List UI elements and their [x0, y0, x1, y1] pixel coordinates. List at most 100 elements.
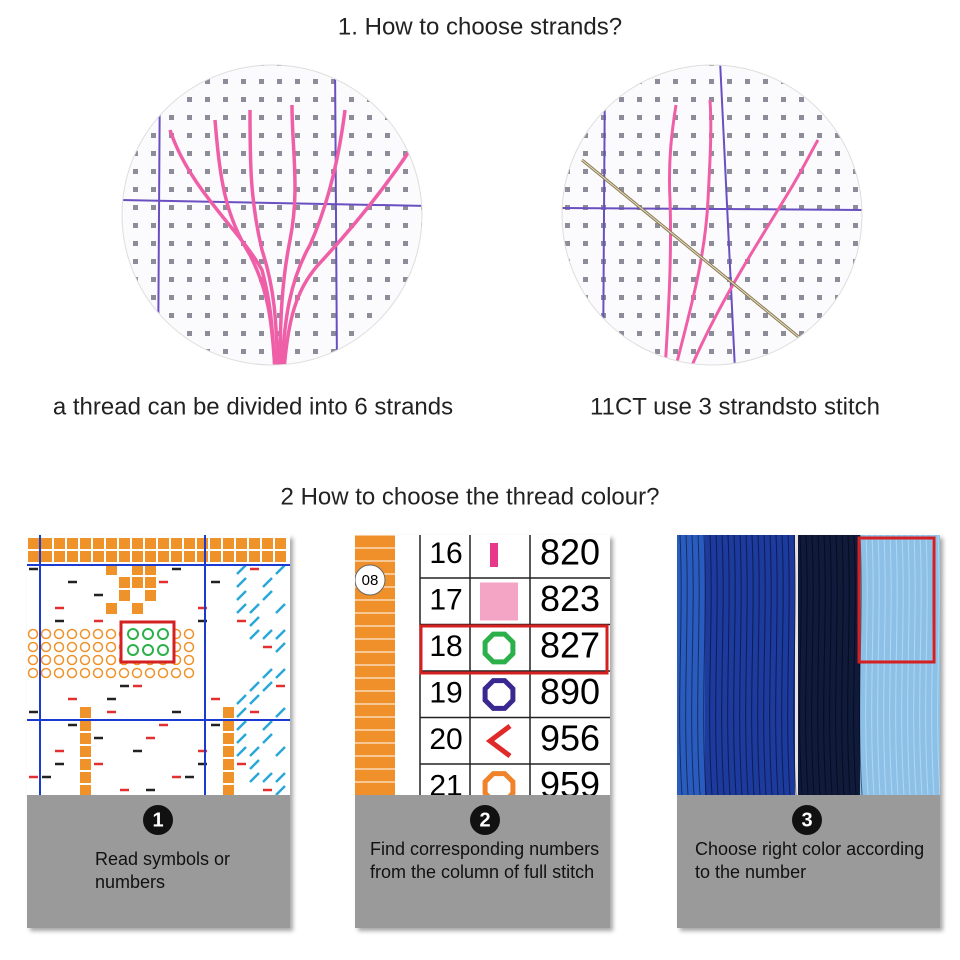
- step-badge: [470, 805, 500, 835]
- fiber: [763, 535, 767, 795]
- symbol: [480, 582, 518, 621]
- fabric-outline: [561, 64, 863, 366]
- step-badge: [143, 805, 173, 835]
- highlight: [419, 624, 609, 675]
- fiber: [829, 535, 833, 795]
- cell: [79, 641, 91, 653]
- symbol: [127, 628, 139, 640]
- step-text: Read symbols or numbers: [95, 849, 231, 892]
- cell: [119, 577, 130, 588]
- step-badge: [792, 805, 822, 835]
- symbol: [127, 644, 139, 656]
- step-text: Choose right color according to the numb…: [695, 839, 925, 882]
- cell: [40, 654, 52, 666]
- cell: [53, 641, 65, 653]
- cell: [183, 654, 195, 666]
- fabric-right: [562, 65, 862, 365]
- cell: [79, 628, 91, 640]
- cell: [144, 667, 156, 679]
- cell: [106, 551, 117, 562]
- cell: [67, 551, 78, 562]
- cell: [80, 707, 91, 718]
- symbol: [142, 644, 154, 656]
- page-badge: [355, 564, 386, 596]
- cell: [106, 603, 117, 614]
- fabric-left: [122, 65, 422, 365]
- cell: [157, 667, 169, 679]
- cell: [119, 538, 130, 549]
- row-index: 16: [429, 537, 462, 570]
- cell: [27, 654, 39, 666]
- cell: [183, 667, 195, 679]
- cell: [262, 720, 273, 731]
- cell: [80, 785, 91, 795]
- cell: [105, 641, 117, 653]
- cell: [131, 667, 143, 679]
- cell: [92, 628, 104, 640]
- cell: [236, 551, 247, 562]
- cell: [183, 628, 195, 640]
- thread-photo: [677, 535, 940, 795]
- cell: [80, 538, 91, 549]
- cell: [40, 667, 52, 679]
- fabric-outline: [121, 64, 423, 366]
- fiber: [937, 535, 940, 795]
- cell: [249, 603, 260, 614]
- cell: [262, 577, 273, 588]
- cell: [184, 538, 195, 549]
- cell: [262, 590, 273, 601]
- cell: [80, 746, 91, 757]
- cell: [249, 551, 260, 562]
- cell: [170, 667, 182, 679]
- cell: [262, 681, 273, 692]
- symbol: [157, 628, 169, 640]
- cell: [145, 590, 156, 601]
- symbol: [485, 724, 512, 758]
- cell: [158, 551, 169, 562]
- fiber: [697, 535, 701, 795]
- cell: [275, 629, 286, 640]
- cell: [28, 551, 39, 562]
- cell: [132, 564, 143, 575]
- cell: [275, 707, 286, 718]
- fiber: [781, 535, 785, 795]
- fiber: [811, 535, 815, 795]
- fiber: [805, 535, 809, 795]
- cell: [249, 772, 260, 783]
- cell: [66, 667, 78, 679]
- cell: [145, 538, 156, 549]
- fiber: [733, 535, 737, 795]
- cell: [28, 538, 39, 549]
- cell: [40, 628, 52, 640]
- fiber: [745, 535, 749, 795]
- cell: [27, 628, 39, 640]
- cell: [93, 551, 104, 562]
- cell: [41, 538, 52, 549]
- cell: [197, 538, 208, 549]
- cell: [236, 564, 247, 575]
- cell: [236, 733, 247, 744]
- cell: [236, 538, 247, 549]
- cell: [249, 746, 260, 757]
- row-index: 19: [429, 676, 462, 709]
- step-number: 2: [479, 809, 490, 831]
- fiber: [685, 535, 689, 795]
- fiber: [709, 535, 713, 795]
- cell: [223, 759, 234, 770]
- row-index: 18: [429, 630, 462, 663]
- row-index: 21: [429, 769, 462, 802]
- fiber: [769, 535, 773, 795]
- symbol: [482, 631, 516, 665]
- cell: [236, 707, 247, 718]
- cell: [275, 564, 286, 575]
- cell: [236, 720, 247, 731]
- fiber: [727, 535, 731, 795]
- cell: [53, 667, 65, 679]
- cell: [41, 551, 52, 562]
- highlight: [119, 620, 176, 664]
- cell: [223, 746, 234, 757]
- cell: [67, 538, 78, 549]
- fiber: [775, 535, 779, 795]
